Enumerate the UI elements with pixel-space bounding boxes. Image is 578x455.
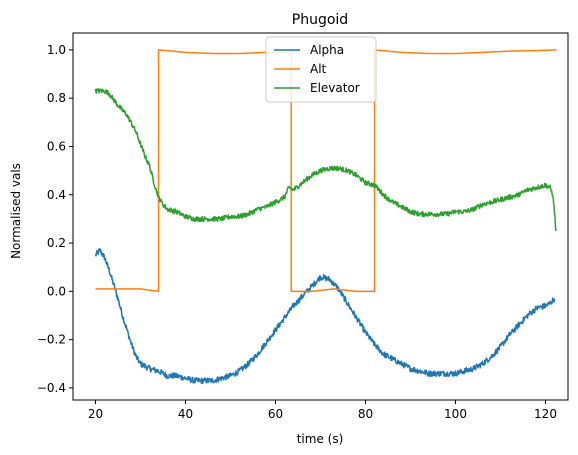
y-tick-label: 0.0 [47,284,66,298]
x-tick-label: 120 [534,407,557,421]
x-tick-label: 80 [358,407,373,421]
y-tick-label: 0.6 [47,139,66,153]
x-tick-label: 20 [88,407,103,421]
legend-label-elevator: Elevator [310,81,360,95]
legend: Alpha Alt Elevator [265,36,377,103]
y-tick-label: −0.2 [37,333,66,347]
series-line-elevator [94,88,557,232]
series-layer [94,49,557,385]
plot-frame [72,32,569,401]
y-tick-label: 1.0 [47,43,66,57]
y-tick-label: 0.8 [47,91,66,105]
series-line-alt [95,49,557,293]
legend-label-alt: Alt [310,62,327,76]
chart-title: Phugoid [292,12,348,28]
x-tick-label: 40 [178,407,193,421]
y-tick-label: 0.2 [47,236,66,250]
legend-box [265,36,377,103]
y-tick-label: 0.4 [47,188,66,202]
ticks-layer: 20 40 60 80 100 120 −0.4 −0.2 0.0 0.2 0.4 0.6 0.8 1.0 [37,43,557,421]
legend-label-alpha: Alpha [310,43,344,57]
x-axis-label: time (s) [297,432,344,446]
x-tick-label: 60 [268,407,283,421]
series-line-alpha [94,248,556,385]
y-tick-label: −0.4 [37,381,66,395]
x-tick-label: 100 [444,407,467,421]
y-axis-label: Normalised vals [9,163,23,259]
